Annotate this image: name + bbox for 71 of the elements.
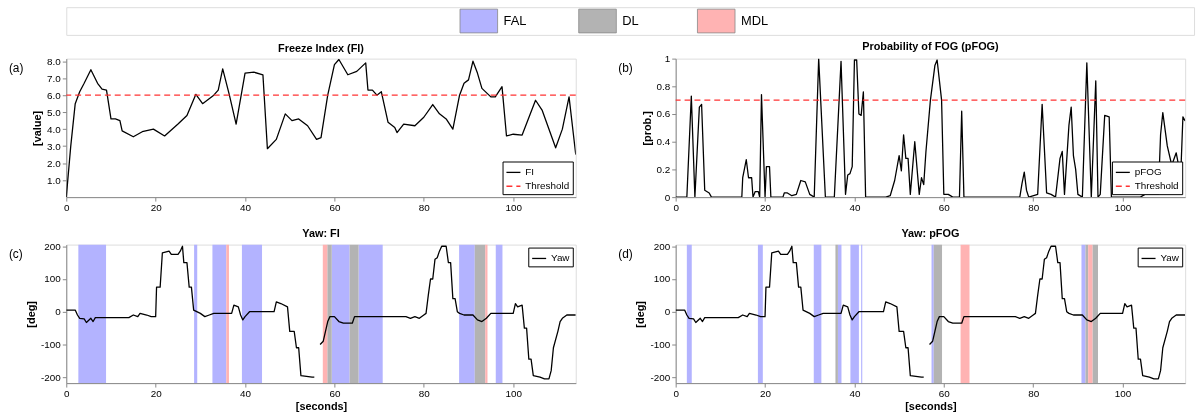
x-tick-label: 20 (760, 388, 772, 400)
x-tick-label: 40 (849, 388, 861, 400)
y-tick-label: 100 (44, 273, 62, 285)
chart-title: Yaw: FI (302, 227, 340, 240)
y-tick-label: 0.6 (656, 108, 671, 120)
x-tick-label: 20 (760, 202, 772, 214)
x-tick-label: 20 (150, 202, 163, 214)
x-tick-label: 80 (1028, 202, 1040, 214)
y-tick-label: 0 (55, 306, 62, 318)
x-tick-label: 0 (64, 202, 71, 214)
y-tick-label: -100 (650, 338, 671, 350)
x-tick-label: 80 (1028, 388, 1040, 400)
y-tick-label: 4.0 (47, 123, 62, 135)
x-tick-label: 0 (673, 202, 680, 214)
x-tick-label: 40 (849, 202, 861, 214)
y-axis-title: [deg] (25, 300, 38, 328)
text: (d) (618, 247, 633, 262)
y-tick-label: 0 (664, 191, 671, 203)
text: (c) (8, 247, 23, 262)
y-tick-label: -200 (41, 371, 62, 383)
legend-label: Threshold (525, 180, 570, 192)
y-tick-label: 2.0 (47, 157, 62, 169)
y-tick-label: 200 (653, 240, 671, 252)
x-axis-title: [seconds] (905, 400, 957, 413)
x-tick-label: 40 (240, 388, 252, 400)
y-tick-label: -200 (650, 371, 671, 383)
x-tick-label: 100 (505, 202, 523, 214)
legend-label: pFOG (1134, 166, 1162, 178)
x-tick-label: 60 (938, 388, 951, 400)
y-tick-label: 8.0 (47, 55, 62, 67)
y-tick-label: 3.0 (47, 140, 62, 152)
legend-label: Yaw (1160, 252, 1180, 264)
x-tick-label: 0 (673, 388, 680, 400)
y-tick-label: 200 (44, 240, 62, 252)
chart-title: Probability of FOG (pFOG) (862, 39, 1000, 52)
text: (b) (618, 61, 633, 76)
y-axis-title: [value] (31, 110, 44, 146)
x-tick-label: 0 (64, 388, 71, 400)
x-axis-title: [seconds] (295, 400, 348, 413)
chart-title: Freeze Index (FI) (278, 42, 365, 55)
legend-label: Threshold (1134, 180, 1179, 192)
legend-label: FI (525, 166, 535, 178)
y-tick-label: 5.0 (47, 106, 62, 118)
x-tick-label: 20 (150, 388, 163, 400)
y-tick-label: 100 (653, 273, 671, 285)
x-tick-label: 80 (418, 202, 431, 214)
legend-label: Yaw (551, 252, 571, 264)
y-tick-label: -100 (41, 338, 62, 350)
y-tick-label: 0.2 (656, 163, 671, 175)
x-tick-label: 100 (1114, 202, 1132, 214)
y-tick-label: 6.0 (47, 89, 62, 101)
y-tick-label: 0.8 (656, 80, 671, 92)
x-tick-label: 60 (329, 388, 341, 400)
legend-label: MDL (740, 12, 769, 28)
x-tick-label: 80 (418, 388, 431, 400)
legend-label: DL (622, 12, 639, 28)
y-axis-title: [deg] (634, 300, 647, 328)
x-tick-label: 60 (938, 202, 951, 214)
text: (a) (8, 61, 24, 76)
y-axis-title: [prob.] (640, 110, 653, 146)
y-tick-label: 1 (664, 53, 671, 65)
x-tick-label: 100 (1114, 388, 1132, 400)
y-tick-label: 0.4 (656, 136, 671, 148)
legend-label: FAL (503, 12, 527, 28)
x-tick-label: 60 (329, 202, 341, 214)
chart-title: Yaw: pFOG (901, 227, 960, 240)
y-tick-label: 0 (664, 306, 671, 318)
x-tick-label: 100 (505, 388, 523, 400)
y-tick-label: 7.0 (47, 72, 62, 84)
y-tick-label: 1.0 (47, 174, 62, 186)
x-tick-label: 40 (240, 202, 252, 214)
